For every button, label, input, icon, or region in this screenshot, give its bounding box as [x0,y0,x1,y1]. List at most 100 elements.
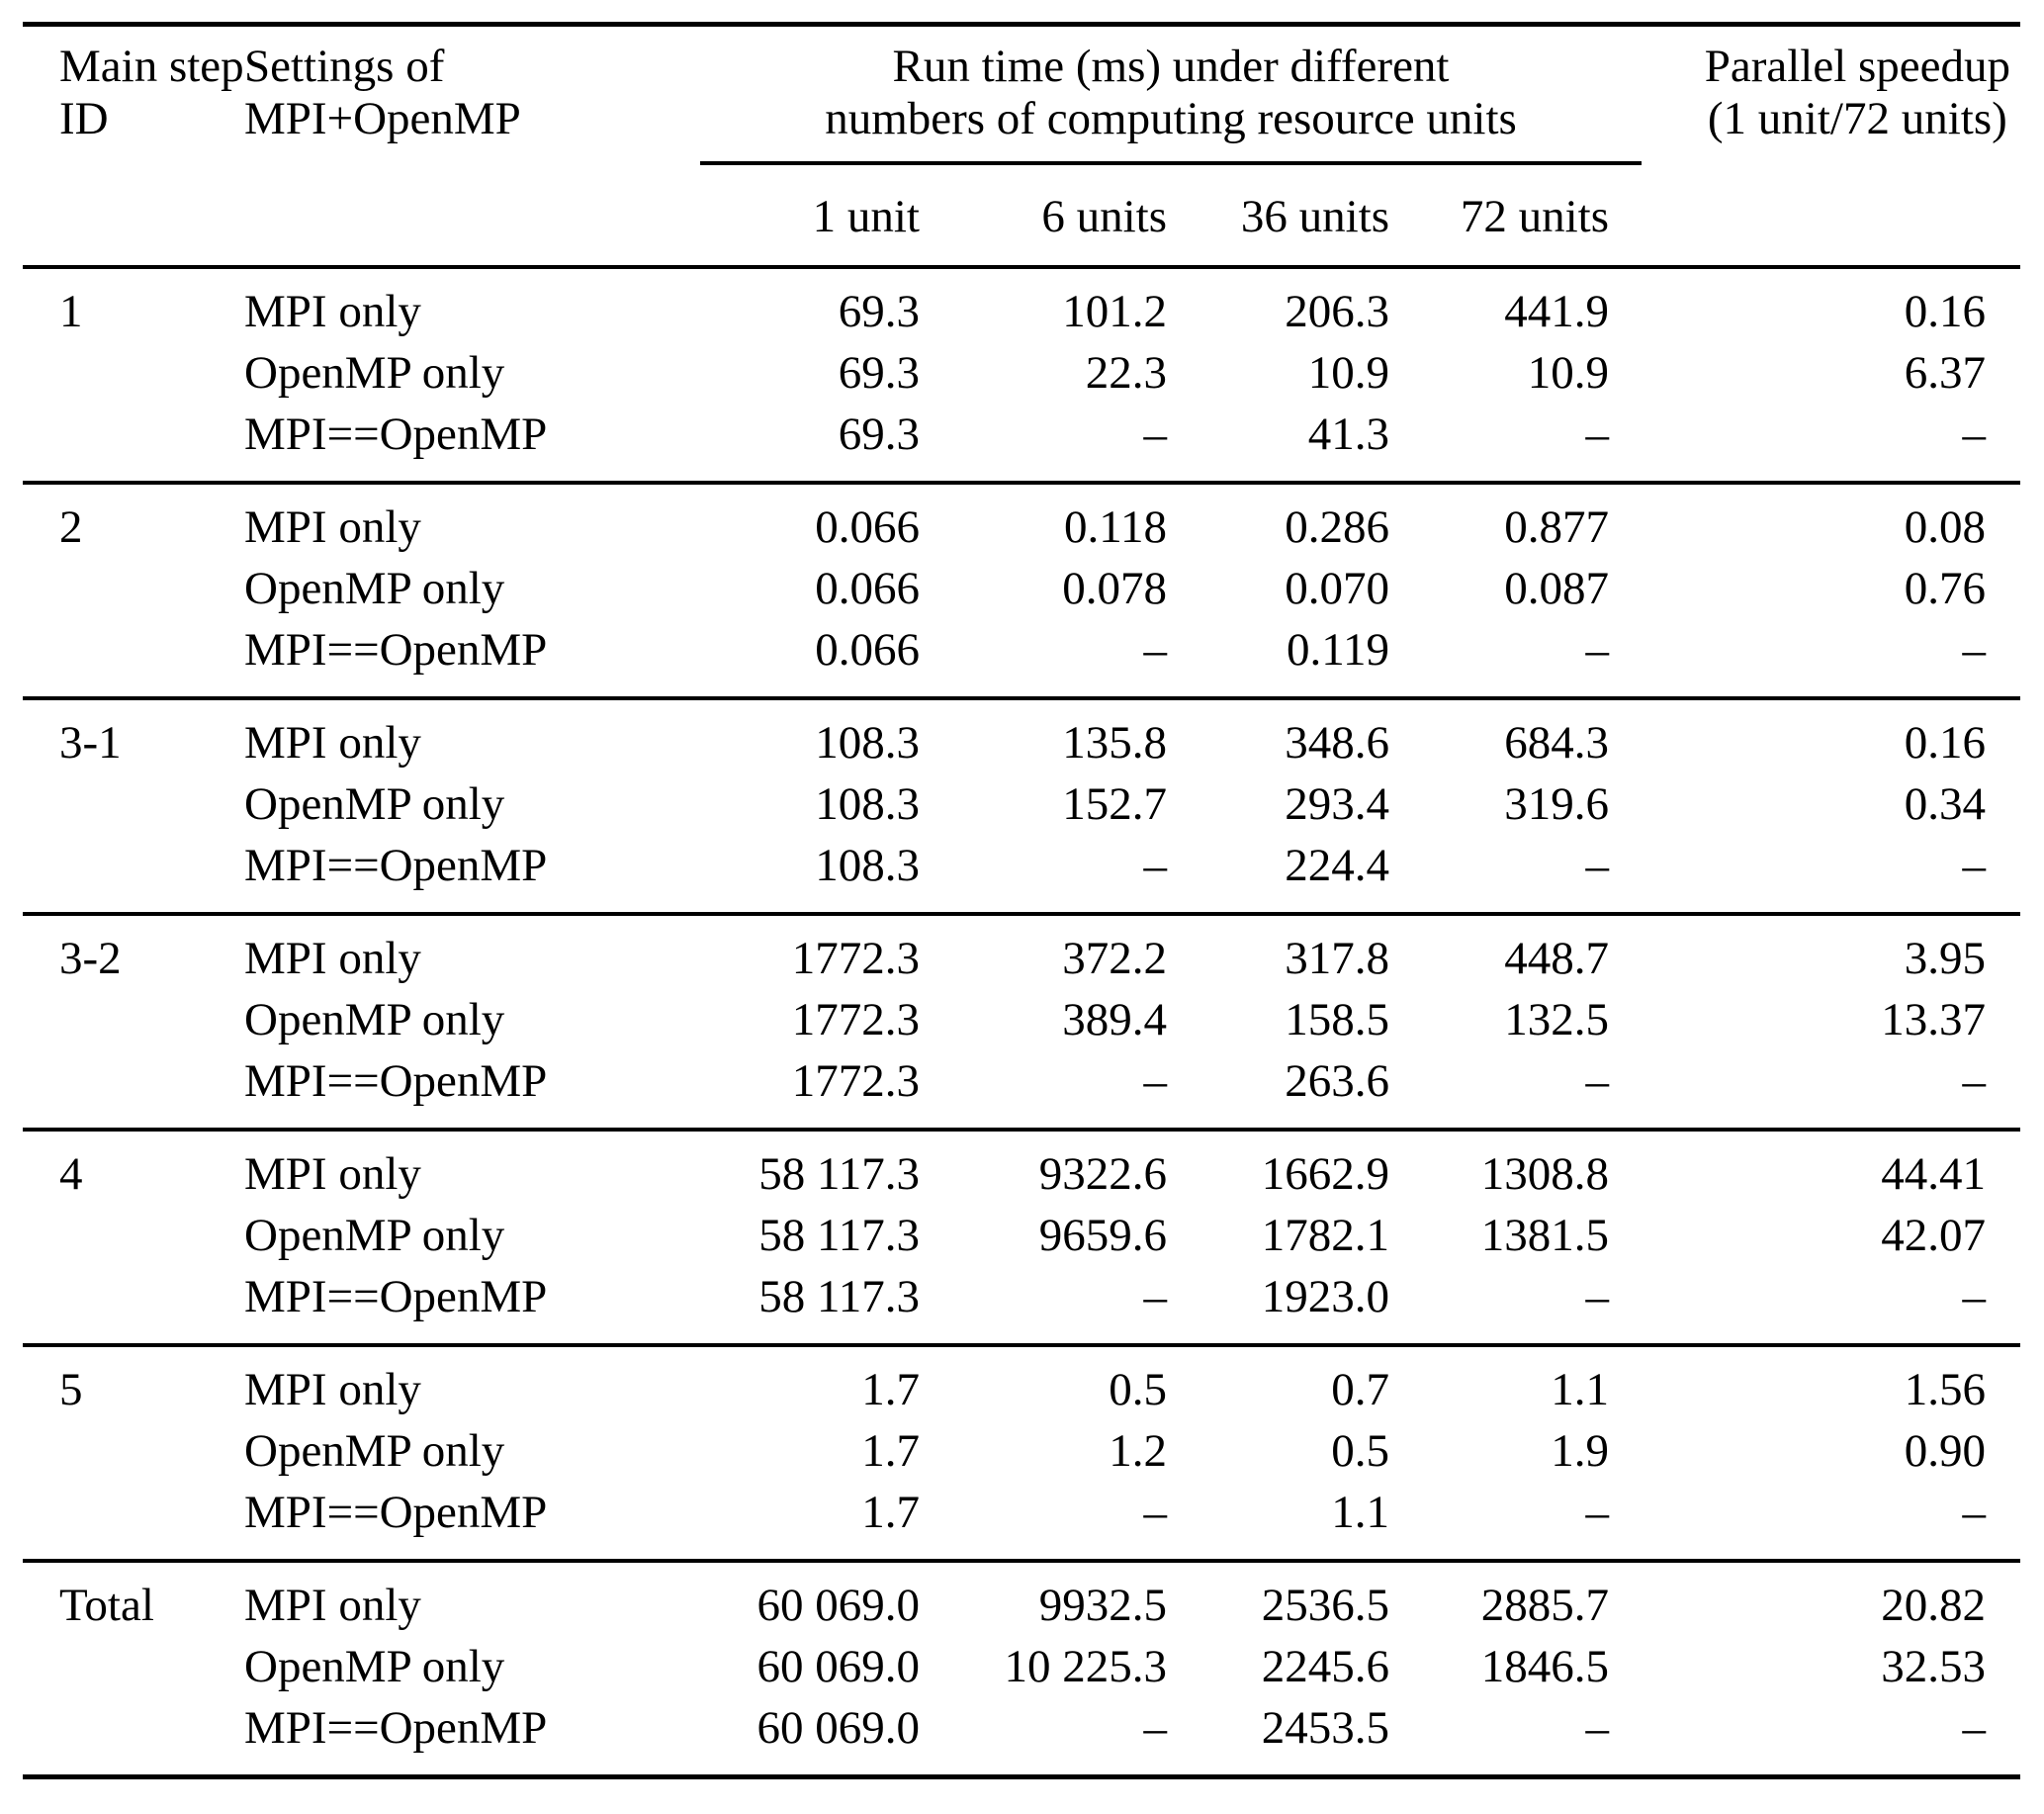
runtime-1unit-cell: 60 069.0 [756,1580,921,1631]
runtime-1unit-cell: 1.7 [861,1364,920,1415]
speedup-cell: 0.16 [1904,717,1987,769]
runtime-6units-cell: 389.4 [1062,994,1167,1045]
table-row: MPI==OpenMP 108.3 – 224.4 – – [23,835,2020,914]
runtime-6units-cell: – [1143,1271,1168,1322]
speedup-cell: – [1962,1702,1987,1754]
table-row: MPI==OpenMP 58 117.3 – 1923.0 – – [23,1266,2020,1345]
step-id-cell: 2 [59,501,83,553]
header-main-step-line2: ID [59,93,109,144]
setting-cell: MPI only [244,1580,421,1631]
speedup-cell: 42.07 [1881,1210,1987,1261]
table-row: 4 MPI only 58 117.3 9322.6 1662.9 1308.8 44.41 [23,1130,2020,1205]
header-unit-72: 72 units [1460,191,1610,242]
header-row-units: 1 unit 6 units 36 units 72 units [23,165,2020,267]
header-parallel-speedup: Parallel speedup (1 unit/72 units) [1609,25,2020,268]
runtime-36units-cell: 158.5 [1285,994,1389,1045]
table-row: OpenMP only 60 069.0 10 225.3 2245.6 1846.5 3… [23,1636,2020,1697]
table-row: MPI==OpenMP 1772.3 – 263.6 – – [23,1050,2020,1130]
step-id-cell [23,1266,244,1345]
table-row: OpenMP only 108.3 152.7 293.4 319.6 0.34 [23,773,2020,835]
setting-cell: MPI only [244,501,421,553]
runtime-6units-cell: 135.8 [1062,717,1167,769]
header-speedup-line1: Parallel speedup [1704,41,2011,92]
runtime-36units-cell: 1923.0 [1261,1271,1389,1322]
step-id-cell [23,342,244,404]
runtime-72units-cell: 684.3 [1504,717,1610,769]
runtime-36units-cell: 0.286 [1285,501,1389,553]
runtime-1unit-cell: 1772.3 [791,994,920,1045]
runtime-36units-cell: 263.6 [1285,1055,1389,1107]
runtime-1unit-cell: 58 117.3 [758,1271,920,1322]
header-speedup-line2: (1 unit/72 units) [1707,93,2007,144]
step-id-cell [23,1050,244,1130]
table-row: 3-2 MPI only 1772.3 372.2 317.8 448.7 3.95 [23,914,2020,989]
setting-cell: OpenMP only [244,1425,505,1477]
table-row: MPI==OpenMP 0.066 – 0.119 – – [23,619,2020,698]
runtime-1unit-cell: 0.066 [815,624,920,676]
runtime-72units-cell: – [1585,1271,1610,1322]
header-unit-6: 6 units [1041,191,1167,242]
runtime-36units-cell: 0.119 [1286,624,1389,676]
runtime-72units-cell: 2885.7 [1480,1580,1610,1631]
speedup-cell: 1.56 [1904,1364,1987,1415]
step-group-5: 5 MPI only 1.7 0.5 0.7 1.1 1.56 OpenMP only 1.7 1… [23,1345,2021,1561]
runtime-1unit-cell: 58 117.3 [758,1210,920,1261]
speedup-cell: 44.41 [1881,1148,1987,1200]
runtime-6units-cell: 9932.5 [1038,1580,1167,1631]
header-runtime-group: Run time (ms) under different numbers of… [593,25,1643,165]
speedup-cell: 32.53 [1881,1641,1987,1692]
step-id-cell: 3-1 [59,717,122,769]
runtime-performance-table: Main step ID Settings of MPI+OpenMP Run … [23,22,2021,1779]
header-runtime-line2: numbers of computing resource units [825,93,1517,144]
speedup-cell: 13.37 [1881,994,1987,1045]
runtime-36units-cell: 1662.9 [1261,1148,1389,1200]
runtime-1unit-cell: 108.3 [815,778,920,830]
runtime-6units-cell: 0.5 [1109,1364,1167,1415]
runtime-1unit-cell: 69.3 [838,347,920,399]
runtime-36units-cell: 0.070 [1285,563,1389,614]
runtime-36units-cell: 206.3 [1285,286,1389,337]
runtime-72units-cell: – [1585,1487,1610,1538]
runtime-72units-cell: – [1585,624,1610,676]
runtime-6units-cell: – [1143,840,1168,891]
table-row: OpenMP only 58 117.3 9659.6 1782.1 1381.5 42.… [23,1205,2020,1266]
table-row: MPI==OpenMP 69.3 – 41.3 – – [23,404,2020,483]
runtime-1unit-cell: 69.3 [838,286,920,337]
step-id-cell: Total [59,1580,154,1631]
setting-cell: MPI==OpenMP [244,1055,548,1107]
runtime-6units-cell: – [1143,408,1168,460]
runtime-6units-cell: 10 225.3 [1004,1641,1168,1692]
speedup-cell: – [1962,840,1987,891]
header-main-step-id: Main step ID [23,25,244,268]
step-id-cell: 1 [59,286,83,337]
setting-cell: MPI only [244,717,421,769]
runtime-72units-cell: 132.5 [1504,994,1610,1045]
runtime-6units-cell: 372.2 [1062,933,1167,984]
setting-cell: MPI only [244,286,421,337]
step-id-cell: 5 [59,1364,83,1415]
runtime-72units-cell: 0.877 [1504,501,1610,553]
runtime-72units-cell: 0.087 [1504,563,1610,614]
table-row: Total MPI only 60 069.0 9932.5 2536.5 2885.7 2… [23,1561,2020,1636]
speedup-cell: – [1962,624,1987,676]
table-row: 1 MPI only 69.3 101.2 206.3 441.9 0.16 [23,267,2020,342]
speedup-cell: 3.95 [1904,933,1987,984]
speedup-cell: – [1962,1487,1987,1538]
runtime-36units-cell: 317.8 [1285,933,1389,984]
runtime-6units-cell: – [1143,1055,1168,1107]
header-unit-36: 36 units [1240,191,1389,242]
table-row: MPI==OpenMP 60 069.0 – 2453.5 – – [23,1697,2020,1777]
table-row: 3-1 MPI only 108.3 135.8 348.6 684.3 0.16 [23,698,2020,773]
step-id-cell [23,1205,244,1266]
runtime-36units-cell: 348.6 [1285,717,1389,769]
step-id-cell [23,1420,244,1482]
speedup-cell: 0.16 [1904,286,1987,337]
runtime-36units-cell: 293.4 [1285,778,1389,830]
runtime-1unit-cell: 1.7 [861,1425,920,1477]
step-id-cell [23,1482,244,1561]
runtime-6units-cell: 9659.6 [1038,1210,1167,1261]
setting-cell: MPI==OpenMP [244,408,548,460]
table-row: OpenMP only 69.3 22.3 10.9 10.9 6.37 [23,342,2020,404]
runtime-6units-cell: – [1143,1487,1168,1538]
